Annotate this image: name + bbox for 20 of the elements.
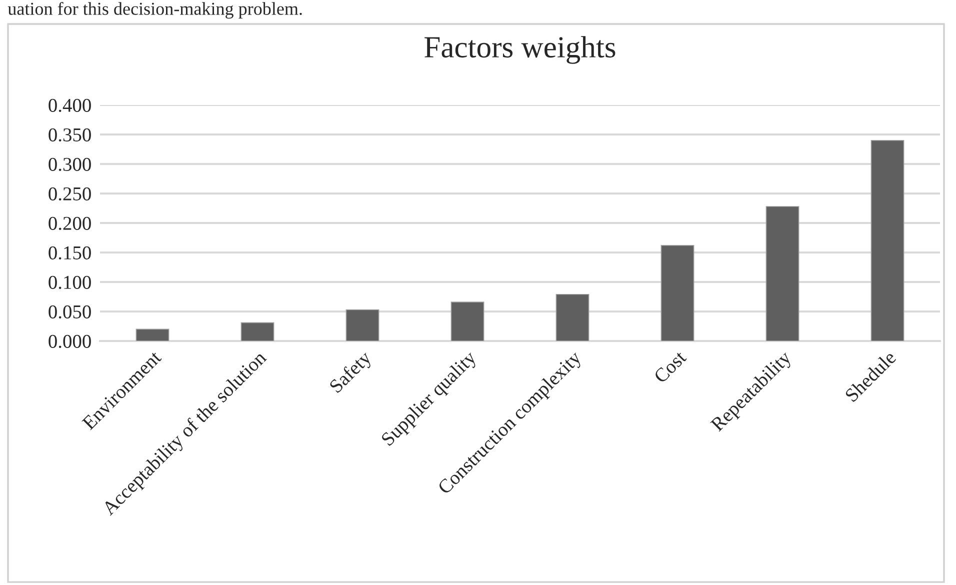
y-tick-label: 0.000 xyxy=(48,334,91,348)
bar xyxy=(346,309,380,341)
bar xyxy=(136,328,170,341)
y-tick-label: 0.400 xyxy=(48,98,91,112)
y-tick-label: 0.050 xyxy=(48,305,91,319)
y-tick-label: 0.100 xyxy=(48,276,91,290)
bar xyxy=(556,294,590,341)
text: uation for this decision-making problem. xyxy=(8,2,302,19)
y-tick-label: 0.200 xyxy=(48,216,91,230)
bar xyxy=(870,140,904,341)
y-tick-label: 0.250 xyxy=(48,187,91,201)
bar xyxy=(660,245,694,341)
bar xyxy=(450,302,484,341)
x-tick-label: Cost xyxy=(653,350,688,384)
y-tick-label: 0.150 xyxy=(48,246,91,260)
y-tick-label: 0.300 xyxy=(48,158,91,172)
chart-title: Factors weights xyxy=(424,36,616,64)
bar xyxy=(240,322,274,341)
y-tick-label: 0.350 xyxy=(48,128,91,142)
bar xyxy=(766,206,800,341)
